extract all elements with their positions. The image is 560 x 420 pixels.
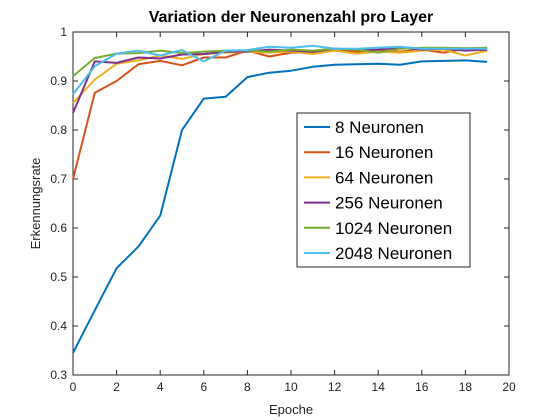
y-tick-label: 0.9 — [50, 74, 67, 88]
x-tick-label: 6 — [200, 380, 207, 394]
series-lines — [72, 44, 488, 354]
chart-title: Variation der Neuronenzahl pro Layer — [149, 9, 434, 26]
x-tick-label: 18 — [459, 380, 473, 394]
legend-entry-256-neuronen: 256 Neuronen — [335, 194, 443, 213]
series-line-8-neuronen — [72, 59, 488, 354]
y-tick-label: 0.4 — [50, 319, 67, 333]
legend-entry-16-neuronen: 16 Neuronen — [335, 143, 433, 162]
y-tick-label: 0.8 — [50, 123, 67, 137]
series-line-2048-neuronen — [72, 44, 488, 95]
x-axis-label: Epoche — [269, 402, 313, 417]
y-tick-label: 1 — [60, 25, 67, 39]
y-tick-label: 0.7 — [50, 172, 67, 186]
y-axis: 0.3 0.4 0.5 0.6 0.7 0.8 0.9 1 — [50, 25, 509, 382]
y-tick-label: 0.3 — [50, 368, 67, 382]
x-tick-label: 4 — [157, 380, 164, 394]
x-tick-label: 2 — [113, 380, 120, 394]
x-tick-label: 20 — [502, 380, 516, 394]
x-axis: 0 2 4 6 8 10 12 14 16 18 20 — [70, 32, 516, 394]
series-line-64-neuronen — [72, 48, 488, 104]
x-tick-label: 12 — [328, 380, 342, 394]
legend-entry-64-neuronen: 64 Neuronen — [335, 168, 433, 187]
legend-entry-8-neuronen: 8 Neuronen — [335, 118, 424, 137]
x-tick-label: 0 — [70, 380, 77, 394]
legend: 8 Neuronen 16 Neuronen 64 Neuronen 256 Neur… — [296, 112, 471, 268]
legend-box — [296, 112, 471, 268]
x-tick-label: 14 — [372, 380, 386, 394]
y-tick-label: 0.6 — [50, 221, 67, 235]
y-axis-label: Erkennungsrate — [28, 158, 43, 250]
x-tick-label: 10 — [284, 380, 298, 394]
legend-entry-2048-neuronen: 2048 Neuronen — [335, 244, 452, 263]
y-tick-label: 0.5 — [50, 270, 67, 284]
x-tick-label: 8 — [244, 380, 251, 394]
x-tick-label: 16 — [415, 380, 429, 394]
legend-entry-1024-neuronen: 1024 Neuronen — [335, 219, 452, 238]
